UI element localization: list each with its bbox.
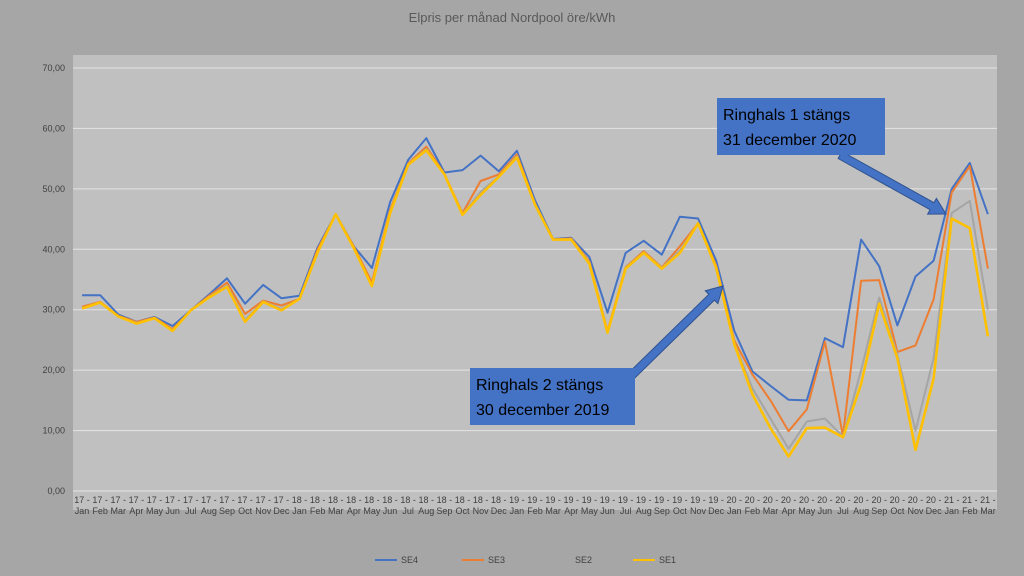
x-tick-label: 21 -Mar — [980, 495, 996, 516]
x-tick-label: 20 -Aug — [853, 495, 869, 516]
x-tick-label: 17 -Jul — [183, 495, 199, 516]
annotation-line1: Ringhals 1 stängs — [723, 107, 850, 124]
y-tick-label: 30,00 — [42, 305, 65, 315]
x-tick-label: 20 -Feb — [745, 495, 761, 516]
annotation-line2: 30 december 2019 — [476, 402, 610, 419]
series-line-se1 — [81, 148, 990, 458]
annotation-box — [717, 98, 885, 155]
x-tick-label: 17 -Jun — [165, 495, 181, 516]
legend-label-se3: SE3 — [488, 555, 505, 565]
y-tick-label: 50,00 — [42, 184, 65, 194]
x-tick-label: 19 -Aug — [636, 495, 652, 516]
chart-title: Elpris per månad Nordpool öre/kWh — [409, 10, 616, 25]
x-tick-label: 20 -Jul — [835, 495, 851, 516]
x-tick-label: 17 -Aug — [201, 495, 217, 516]
x-tick-label: 17 -Sep — [219, 495, 235, 516]
x-tick-label: 20 -Jan — [727, 495, 743, 516]
x-tick-label: 17 -Oct — [237, 495, 253, 516]
x-tick-label: 20 -May — [798, 495, 816, 516]
x-tick-label: 21 -Jan — [944, 495, 960, 516]
x-tick-label: 20 -Jun — [817, 495, 833, 516]
x-tick-label: 18 -Apr — [346, 495, 362, 516]
series-line-se4 — [82, 137, 989, 402]
legend-label-se1: SE1 — [659, 555, 676, 565]
x-tick-label: 18 -Jan — [292, 495, 308, 516]
x-tick-label: 18 -Jul — [400, 495, 416, 516]
x-tick-label: 19 -Oct — [672, 495, 688, 516]
y-tick-label: 60,00 — [42, 123, 65, 133]
x-tick-label: 17 -May — [146, 495, 164, 516]
x-tick-label: 21 -Feb — [962, 495, 978, 516]
annotation-line1: Ringhals 2 stängs — [476, 377, 603, 394]
annotation-line2: 31 december 2020 — [723, 132, 857, 149]
legend-label-se4: SE4 — [401, 555, 418, 565]
x-tick-label: 20 -Sep — [871, 495, 887, 516]
x-tick-label: 20 -Oct — [890, 495, 906, 516]
x-tick-label: 18 -Dec — [491, 495, 508, 516]
x-tick-label: 18 -Sep — [436, 495, 452, 516]
x-tick-label: 19 -Apr — [563, 495, 579, 516]
annotation-2: Ringhals 2 stängs 30 december 2019 — [470, 285, 724, 425]
annotation-1: Ringhals 1 stängs 31 december 2020 — [717, 98, 947, 215]
y-tick-label: 40,00 — [42, 244, 65, 254]
x-tick-label: 19 -Feb — [527, 495, 543, 516]
x-tick-label: 18 -Feb — [310, 495, 326, 516]
x-tick-label: 19 -Jun — [600, 495, 616, 516]
x-tick-label: 17 -Feb — [92, 495, 108, 516]
x-tick-label: 17 -Mar — [111, 495, 127, 516]
x-tick-label: 18 -Jun — [382, 495, 398, 516]
x-tick-label: 17 -Jan — [74, 495, 90, 516]
annotation-box — [470, 368, 635, 425]
x-tick-label: 18 -May — [363, 495, 381, 516]
x-tick-label: 18 -Mar — [328, 495, 344, 516]
x-tick-label: 19 -Dec — [708, 495, 725, 516]
x-tick-label: 19 -Mar — [545, 495, 561, 516]
x-tick-label: 19 -Jul — [618, 495, 634, 516]
y-tick-label: 70,00 — [42, 63, 65, 73]
x-tick-label: 20 -Dec — [926, 495, 943, 516]
arrow-icon — [837, 150, 947, 215]
arrow-icon — [621, 285, 724, 386]
x-tick-label: 18 -Nov — [473, 495, 490, 516]
x-tick-label: 18 -Aug — [418, 495, 434, 516]
x-tick-label: 17 -Nov — [255, 495, 272, 516]
y-tick-label: 20,00 — [42, 365, 65, 375]
y-tick-label: 0,00 — [47, 486, 65, 496]
x-tick-label: 17 -Dec — [273, 495, 290, 516]
x-tick-label: 19 -Sep — [654, 495, 670, 516]
x-tick-label: 17 -Apr — [129, 495, 145, 516]
y-tick-label: 10,00 — [42, 426, 65, 436]
x-tick-label: 19 -May — [581, 495, 599, 516]
x-tick-label: 19 -Jan — [509, 495, 525, 516]
x-tick-label: 20 -Apr — [781, 495, 797, 516]
x-tick-label: 18 -Oct — [455, 495, 471, 516]
x-tick-label: 20 -Mar — [763, 495, 779, 516]
x-tick-label: 20 -Nov — [907, 495, 924, 516]
x-tick-label: 19 -Nov — [690, 495, 707, 516]
legend-label-se2: SE2 — [575, 555, 592, 565]
